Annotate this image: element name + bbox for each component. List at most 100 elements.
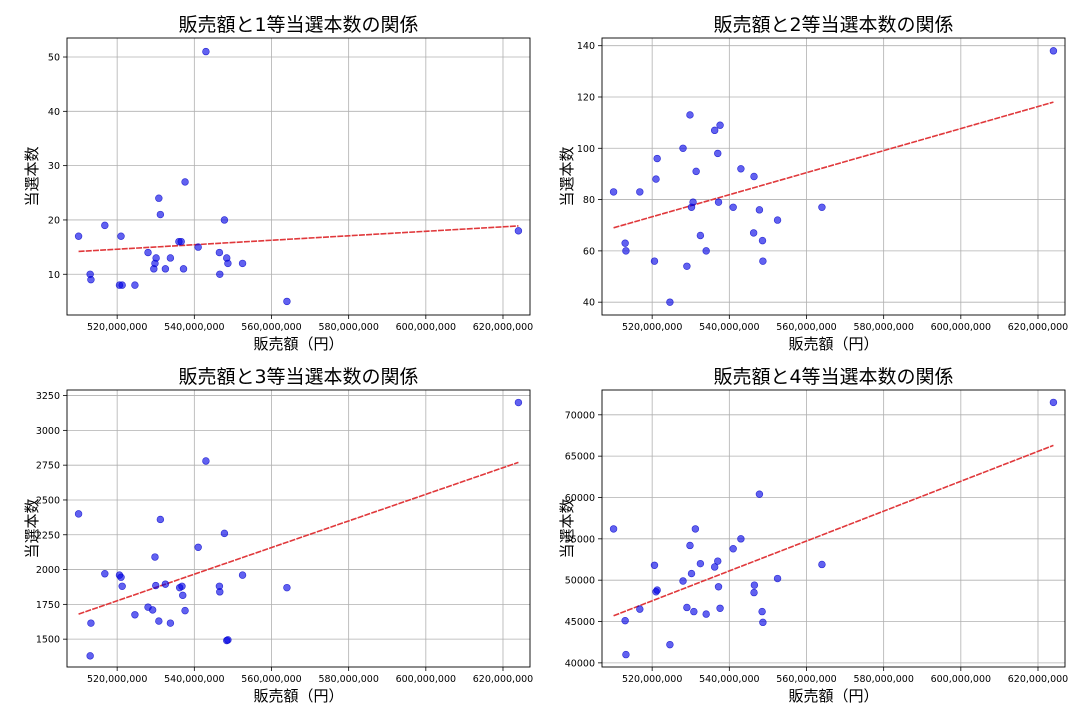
scatter-panel-4: 520,000,000 540,000,000 560,000,000 580,000… <box>558 366 1068 705</box>
data-point <box>131 281 139 289</box>
data-point <box>609 525 618 533</box>
data-point <box>161 580 170 588</box>
x-tick-label: 620,000,000 <box>1008 322 1068 333</box>
x-tick-label: 600,000,000 <box>396 674 456 685</box>
data-point <box>729 203 737 211</box>
y-tick-label: 45000 <box>565 617 595 628</box>
y-tick-label: 3250 <box>36 391 60 402</box>
data-point <box>283 583 291 592</box>
data-point <box>679 144 687 152</box>
data-point <box>650 257 659 265</box>
data-point <box>194 543 202 551</box>
data-point <box>759 618 767 627</box>
x-tick-label: 560,000,000 <box>241 322 301 333</box>
x-tick-label: 560,000,000 <box>241 674 301 685</box>
y-tick-label: 55000 <box>565 534 595 545</box>
data-point <box>755 490 764 498</box>
data-point <box>87 275 95 284</box>
data-point <box>101 570 109 578</box>
y-tick-label: 100 <box>577 144 595 155</box>
x-tick-label: 580,000,000 <box>318 322 378 333</box>
y-tick-label: 1500 <box>36 635 60 646</box>
data-point <box>759 257 767 265</box>
data-point <box>181 178 189 186</box>
data-point <box>737 165 745 173</box>
data-point <box>202 47 210 56</box>
plot-frame <box>66 389 531 668</box>
data-point <box>514 398 523 407</box>
x-tick-label: 520,000,000 <box>622 322 682 333</box>
data-point <box>714 583 723 591</box>
y-tick-label: 60 <box>583 246 595 257</box>
scatter-panel-2: 520,000,000 540,000,000 560,000,000 580,000… <box>558 14 1068 353</box>
data-point <box>87 619 95 627</box>
data-point <box>690 607 698 616</box>
data-point <box>156 210 165 219</box>
y-tick-label: 80 <box>583 195 595 206</box>
data-point <box>131 611 139 619</box>
x-axis-label: 販売額（円） <box>788 335 878 353</box>
x-tick-label: 520,000,000 <box>622 674 682 685</box>
x-tick-label: 620,000,000 <box>1008 674 1068 685</box>
trend-line <box>613 101 1054 229</box>
x-tick-label: 520,000,000 <box>87 674 147 685</box>
data-point <box>144 248 152 257</box>
x-tick-label: 540,000,000 <box>164 674 224 685</box>
data-point <box>117 232 125 240</box>
scatter-panel-3: 520,000,000 540,000,000 560,000,000 580,000… <box>23 366 533 705</box>
data-point <box>686 111 694 119</box>
data-point <box>818 560 826 569</box>
y-tick-label: 50000 <box>565 576 595 587</box>
x-tick-label: 600,000,000 <box>396 322 456 333</box>
data-point <box>691 525 700 533</box>
data-point <box>216 588 224 596</box>
y-axis-label: 当選本数 <box>558 146 576 206</box>
y-axis-label: 当選本数 <box>23 498 41 558</box>
data-point <box>238 571 247 579</box>
data-point <box>737 535 745 543</box>
data-point <box>758 236 767 245</box>
data-point <box>224 636 232 644</box>
data-point <box>773 216 782 224</box>
y-tick-label: 40000 <box>565 658 595 669</box>
data-point <box>166 254 175 262</box>
y-tick-label: 120 <box>577 92 595 103</box>
x-tick-label: 560,000,000 <box>776 674 836 685</box>
y-tick-label: 65000 <box>565 452 595 463</box>
data-point <box>151 553 159 561</box>
data-point <box>621 239 629 247</box>
data-point <box>749 229 758 237</box>
data-point <box>179 591 187 600</box>
data-point <box>86 652 94 660</box>
data-point <box>755 206 764 214</box>
data-point <box>650 561 659 569</box>
y-tick-label: 1750 <box>36 600 60 611</box>
data-point <box>729 545 737 553</box>
data-point <box>156 515 165 524</box>
data-point <box>74 510 83 518</box>
x-tick-label: 620,000,000 <box>473 674 533 685</box>
y-tick-label: 2250 <box>36 530 60 541</box>
y-tick-label: 20 <box>48 215 60 226</box>
data-point <box>716 604 724 612</box>
data-point <box>155 617 163 625</box>
x-tick-label: 600,000,000 <box>931 322 991 333</box>
data-point <box>702 247 710 255</box>
y-tick-label: 70000 <box>565 410 595 421</box>
chart-title: 販売額と4等当選本数の関係 <box>713 366 953 388</box>
data-point <box>622 650 630 659</box>
data-point <box>683 603 691 612</box>
data-point <box>758 607 766 616</box>
data-point <box>220 216 229 224</box>
data-point <box>773 574 782 583</box>
data-point <box>818 203 826 211</box>
data-point <box>178 582 186 590</box>
data-point <box>1049 398 1058 407</box>
data-point <box>179 265 188 273</box>
data-point <box>177 237 185 246</box>
data-point <box>621 616 629 625</box>
data-point <box>215 248 224 257</box>
data-point <box>283 297 291 306</box>
y-tick-label: 3000 <box>36 426 60 437</box>
